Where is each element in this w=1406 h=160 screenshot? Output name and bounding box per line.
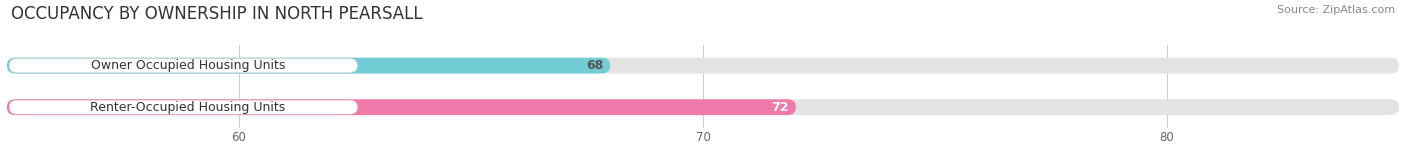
Text: 72: 72 <box>772 101 789 114</box>
FancyBboxPatch shape <box>10 59 357 72</box>
FancyBboxPatch shape <box>10 100 357 114</box>
Text: Source: ZipAtlas.com: Source: ZipAtlas.com <box>1277 5 1395 15</box>
FancyBboxPatch shape <box>7 99 1399 115</box>
Text: OCCUPANCY BY OWNERSHIP IN NORTH PEARSALL: OCCUPANCY BY OWNERSHIP IN NORTH PEARSALL <box>11 5 423 23</box>
Text: Owner Occupied Housing Units: Owner Occupied Housing Units <box>91 59 285 72</box>
FancyBboxPatch shape <box>7 58 610 73</box>
FancyBboxPatch shape <box>7 99 796 115</box>
FancyBboxPatch shape <box>7 58 1399 73</box>
Text: Renter-Occupied Housing Units: Renter-Occupied Housing Units <box>90 101 285 114</box>
Text: 68: 68 <box>586 59 603 72</box>
